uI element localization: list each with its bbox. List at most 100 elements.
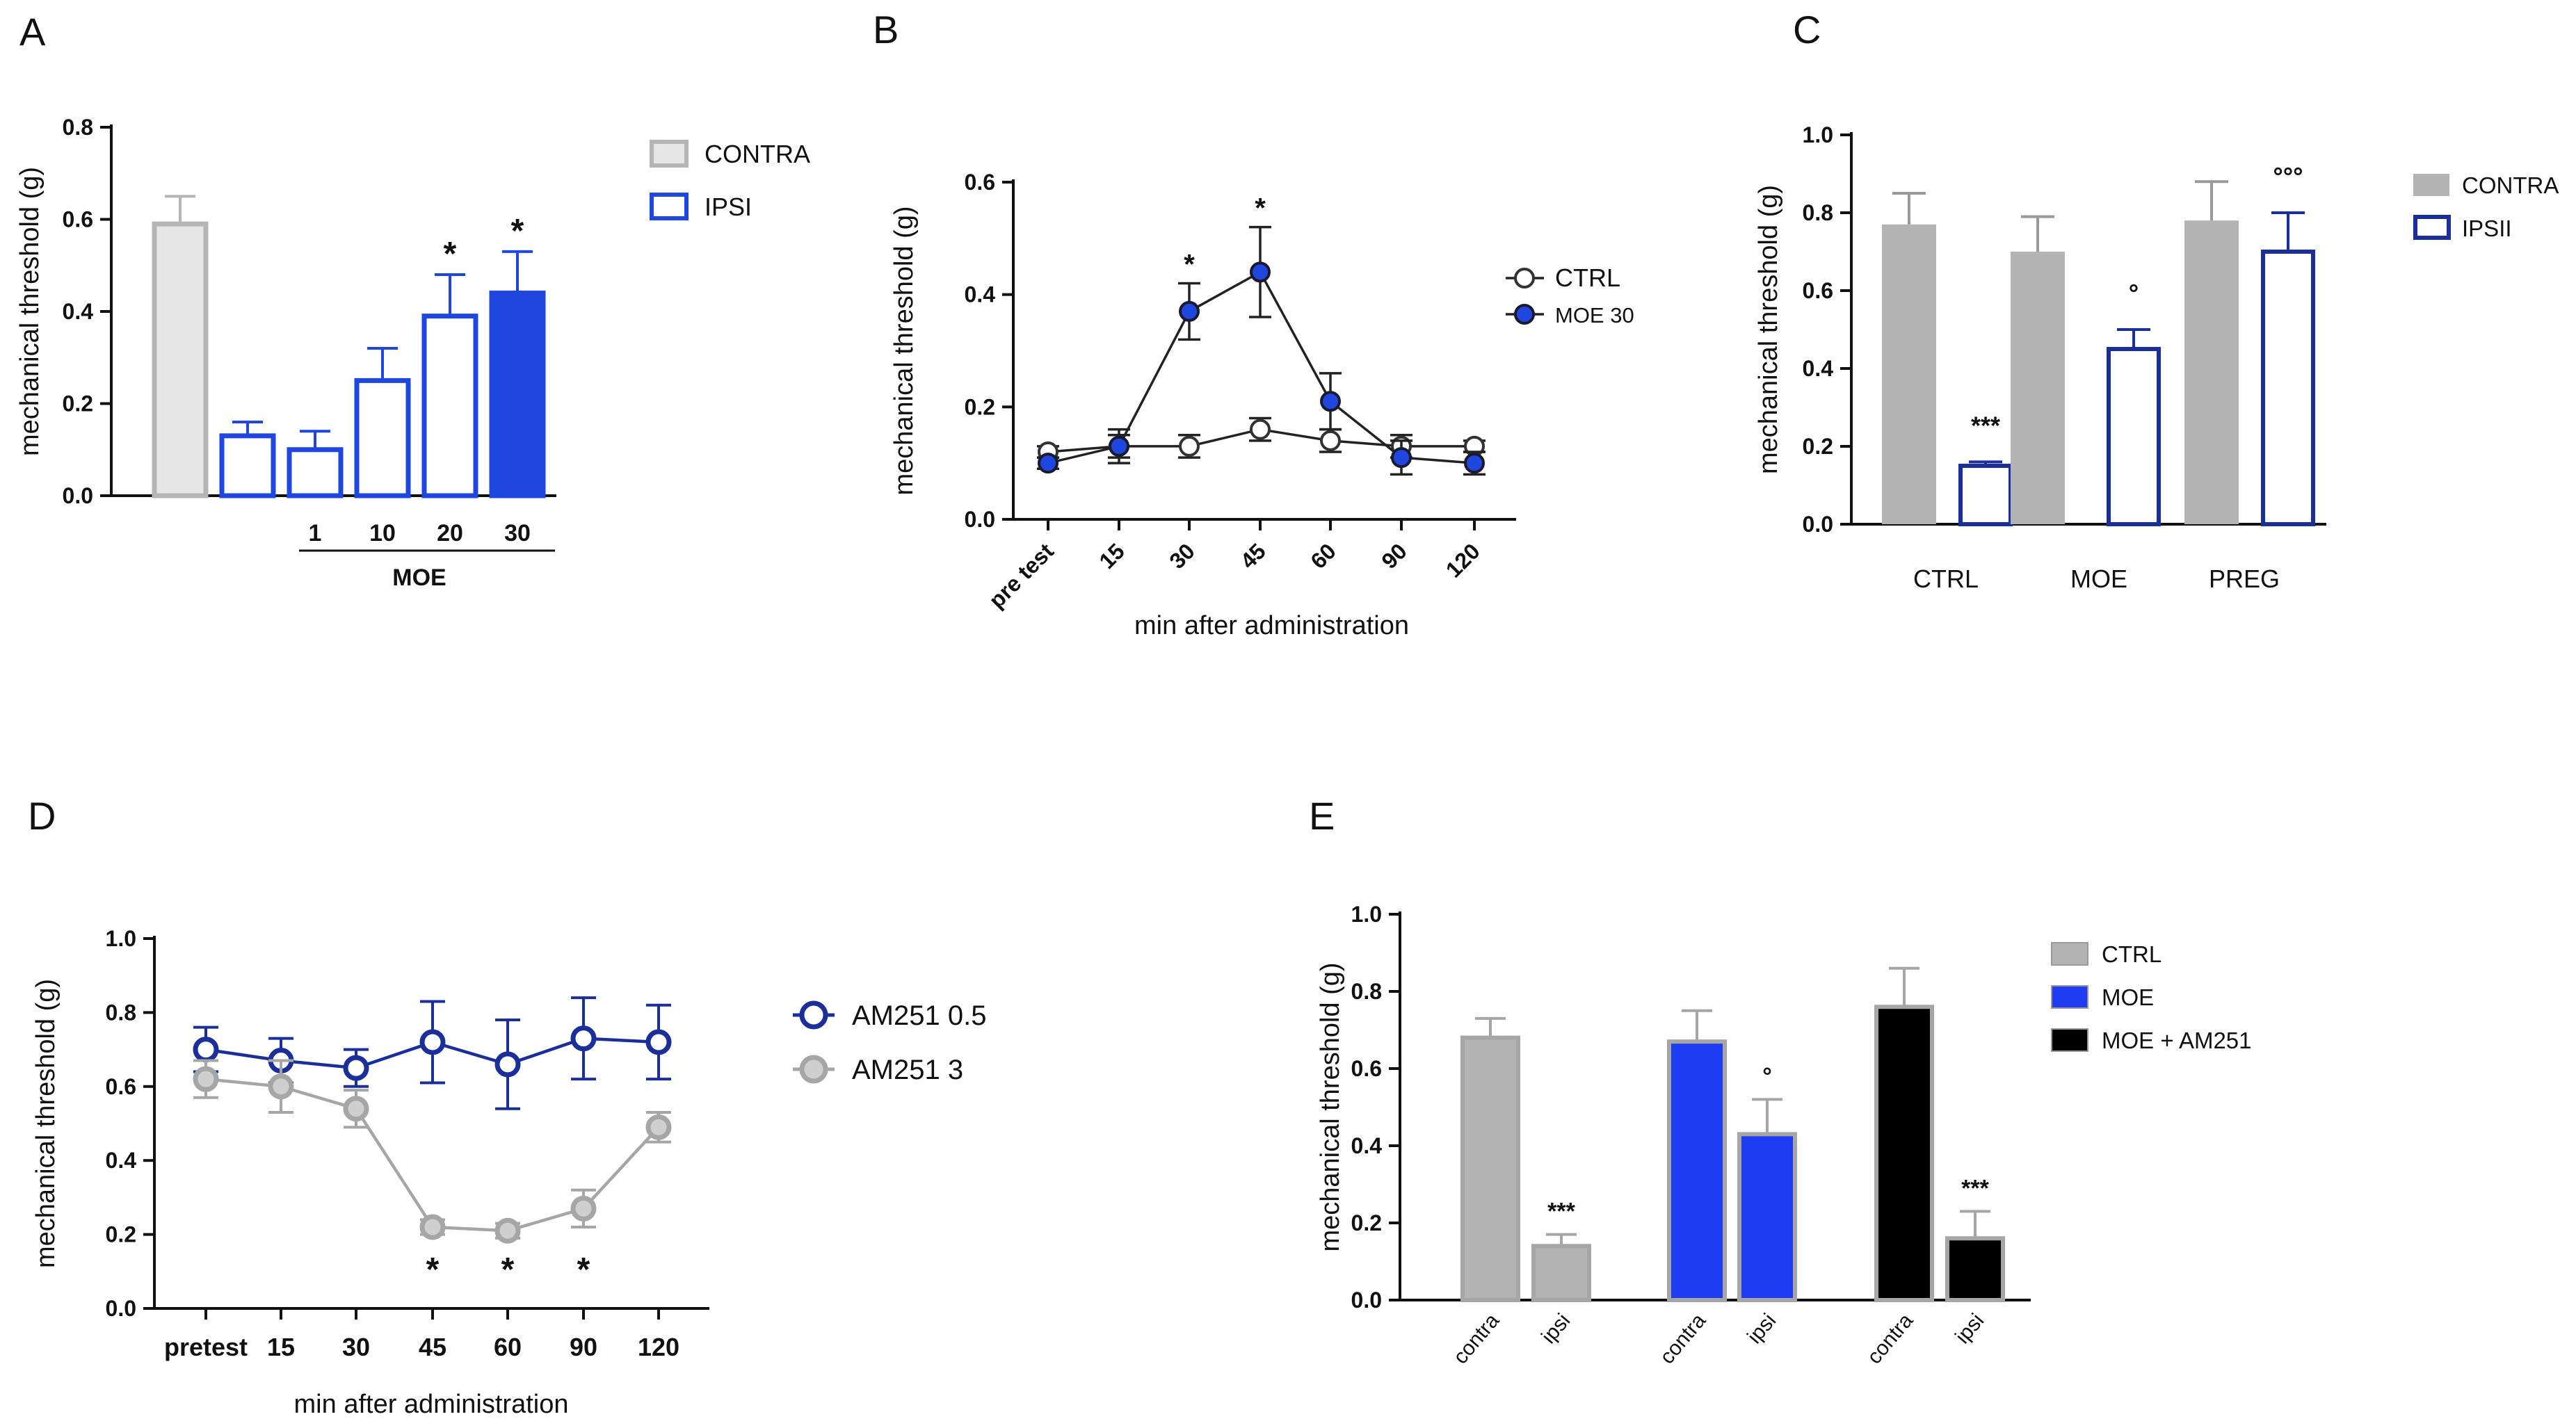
data-point (1250, 419, 1271, 440)
y-axis-label: mechanical threshold (g) (889, 206, 919, 495)
y-axis-label: mechanical threshold (g) (1316, 962, 1345, 1251)
y-tick-label: 0.8 (1351, 979, 1382, 1004)
x-tick-label: ipsi (1537, 1309, 1575, 1348)
x-tick-label: MOE (2070, 565, 2127, 593)
y-axis-label: mechanical threshold (g) (15, 167, 45, 456)
x-tick-label: 60 (1305, 538, 1341, 574)
x-tick-label: pretest (164, 1333, 248, 1361)
bar (219, 433, 276, 498)
data-point (419, 1029, 446, 1055)
y-tick-label: 0.6 (1351, 1056, 1382, 1081)
x-tick-label: 30 (342, 1333, 370, 1361)
y-tick-label: 0.8 (106, 1000, 136, 1025)
x-axis-label: min after administration (1134, 611, 1409, 640)
significance-marker: * (426, 1251, 440, 1288)
data-point (1250, 261, 1271, 283)
y-tick-label: 0.8 (63, 115, 93, 140)
legend-label: MOE + AM251 (2102, 1028, 2252, 1053)
data-point (570, 1025, 597, 1052)
bar (489, 291, 546, 498)
y-tick-label: 0.6 (63, 207, 93, 232)
y-tick-label: 0.0 (1803, 512, 1833, 537)
panel-label: E (1309, 794, 1335, 838)
data-point (193, 1037, 219, 1063)
legend-swatch (2051, 985, 2088, 1009)
y-tick-label: 0.6 (1803, 278, 1833, 303)
y-tick-label: 1.0 (106, 926, 136, 951)
data-point (1109, 435, 1129, 457)
bar (152, 221, 209, 498)
bar (2011, 252, 2065, 524)
bar (1737, 1132, 1797, 1302)
legend-label: MOE 30 (1555, 303, 1634, 327)
x-tick-label: 30 (504, 520, 531, 546)
legend-swatch (2413, 174, 2449, 196)
data-point (1038, 453, 1058, 474)
x-tick-label: 10 (369, 520, 396, 546)
x-tick-label: 120 (638, 1333, 679, 1361)
legend-label: AM251 0.5 (852, 1000, 986, 1031)
x-tick-label: contra (1449, 1309, 1504, 1368)
y-tick-label: 0.2 (106, 1222, 136, 1247)
bar (1882, 224, 1936, 524)
bar (2184, 220, 2239, 524)
bar (421, 314, 478, 498)
x-tick-label: contra (1655, 1309, 1710, 1368)
legend-label: CTRL (1555, 263, 1620, 292)
group-label: MOE (392, 565, 446, 591)
legend-label: CTRL (2102, 941, 2162, 967)
y-tick-label: 0.4 (965, 282, 996, 307)
legend-marker (799, 1000, 828, 1030)
legend-swatch (2051, 942, 2088, 966)
legend-label: AM251 3 (852, 1055, 963, 1085)
significance-marker: ° (2129, 279, 2139, 307)
y-axis-label: mechanical threshold (g) (1754, 185, 1783, 474)
y-tick-label: 0.4 (106, 1148, 137, 1173)
y-tick-label: 0.4 (1351, 1133, 1383, 1158)
significance-marker: °°° (2273, 162, 2303, 190)
legend-label: IPSI (705, 193, 752, 221)
y-tick-label: 1.0 (1803, 122, 1833, 147)
x-tick-label: 15 (1094, 538, 1129, 574)
data-point (1464, 453, 1485, 474)
legend-swatch (2051, 1028, 2088, 1052)
y-tick-label: 0.2 (965, 394, 995, 419)
data-point (193, 1066, 219, 1092)
x-tick-label: ipsi (1743, 1309, 1780, 1348)
y-tick-label: 0.6 (106, 1074, 136, 1099)
legend-marker (799, 1055, 828, 1084)
bar (1945, 1236, 2005, 1302)
y-tick-label: 0.6 (965, 170, 995, 195)
y-tick-label: 0.0 (965, 507, 995, 532)
data-point (419, 1214, 446, 1240)
data-point (494, 1217, 521, 1244)
bar (2261, 250, 2315, 526)
data-point (268, 1073, 294, 1100)
legend-label: MOE (2102, 984, 2154, 1010)
x-tick-label: 15 (267, 1333, 295, 1361)
x-tick-label: PREG (2209, 565, 2280, 593)
x-tick-label: 60 (494, 1333, 522, 1361)
x-tick-label: 120 (1441, 538, 1485, 582)
y-tick-label: 0.0 (63, 483, 93, 508)
x-tick-label: 45 (419, 1333, 446, 1361)
legend-label: CONTRA (705, 140, 810, 168)
y-tick-label: 0.2 (1351, 1210, 1382, 1235)
data-point (645, 1029, 672, 1055)
significance-marker: ° (1762, 1063, 1772, 1089)
data-point (1179, 435, 1200, 457)
data-point (1320, 391, 1341, 412)
data-point (494, 1051, 521, 1078)
y-tick-label: 0.2 (1803, 434, 1833, 459)
y-tick-label: 0.4 (1803, 356, 1834, 381)
data-point (645, 1114, 672, 1140)
bar (2107, 347, 2161, 526)
bar (1958, 464, 2013, 526)
data-point (1391, 447, 1412, 469)
data-point (1179, 300, 1200, 322)
x-tick-label: 45 (1235, 538, 1271, 574)
